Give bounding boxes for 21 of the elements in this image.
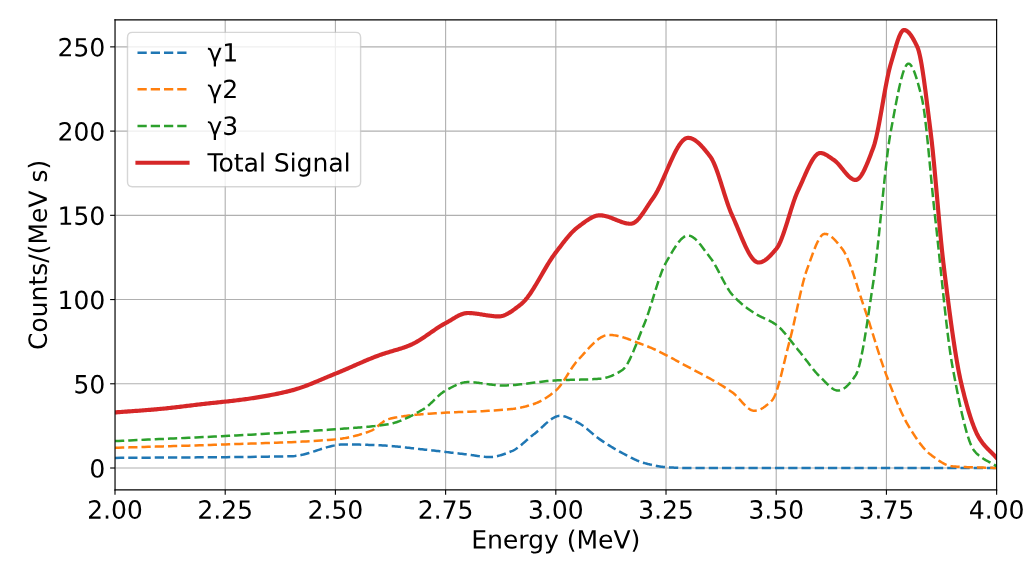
- x-tick-label: 2.25: [199, 500, 251, 519]
- y-tick-label: 200: [59, 122, 104, 141]
- x-tick-label: 3.50: [750, 500, 803, 519]
- x-tick-label: 4.00: [970, 500, 1023, 519]
- x-tick-label: 3.75: [860, 500, 913, 519]
- x-tick-label: 2.75: [419, 500, 472, 519]
- legend-label: γ1: [207, 43, 236, 67]
- x-tick-label: 2.50: [309, 500, 362, 519]
- y-tick-label: 250: [59, 37, 104, 57]
- legend-label: Total Signal: [207, 152, 349, 177]
- x-axis-title: Energy (MeV): [473, 529, 639, 554]
- x-tick-label: 3.25: [640, 500, 692, 519]
- y-tick-label: 100: [60, 290, 104, 310]
- y-axis-title: Counts/(MeV s): [27, 161, 51, 349]
- y-tick-label: 50: [75, 374, 104, 394]
- x-tick-label: 2.00: [89, 500, 142, 519]
- legend-label: γ2: [207, 79, 236, 104]
- y-tick-label: 0: [91, 458, 104, 478]
- y-tick-label: 150: [60, 206, 104, 226]
- legend-label: γ3: [207, 116, 237, 140]
- x-tick-label: 3.00: [529, 500, 582, 519]
